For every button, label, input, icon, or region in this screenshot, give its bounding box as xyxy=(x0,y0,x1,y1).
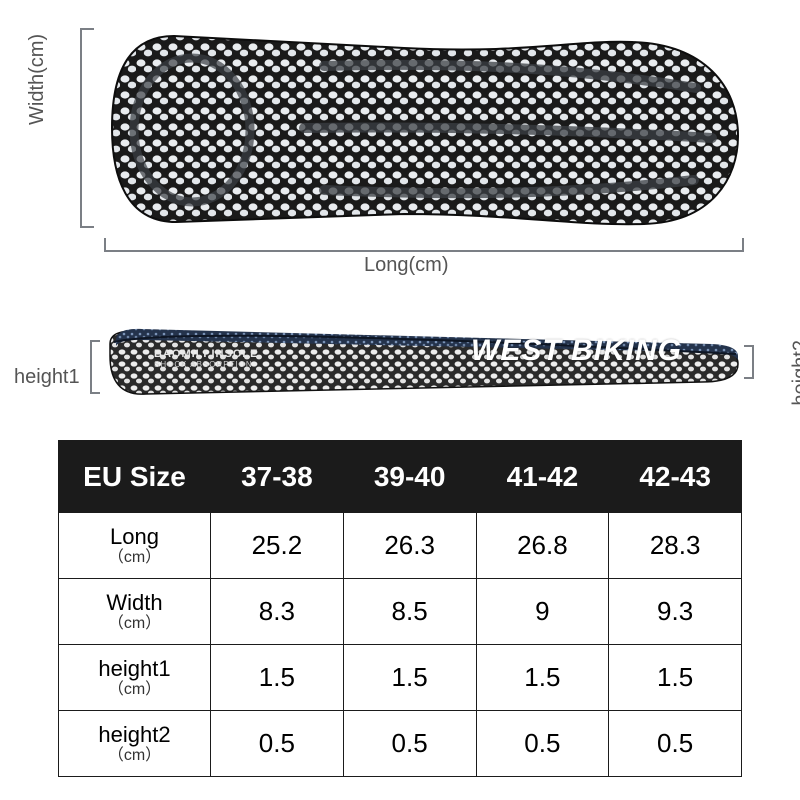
th-col-3: 41-42 xyxy=(476,441,609,513)
th-col-2: 39-40 xyxy=(343,441,476,513)
table-cell: 26.3 xyxy=(343,513,476,579)
size-table: EU Size 37-38 39-40 41-42 42-43 Long（cm）… xyxy=(58,440,742,777)
table-header-row: EU Size 37-38 39-40 41-42 42-43 xyxy=(59,441,742,513)
top-view-region: Width(cm) Long(cm) xyxy=(34,20,764,280)
th-col-4: 42-43 xyxy=(609,441,742,513)
table-row: Long（cm）25.226.326.828.3 xyxy=(59,513,742,579)
table-cell: 8.5 xyxy=(343,579,476,645)
table-cell: 0.5 xyxy=(609,711,742,777)
brand-subtext-2: SHOCK ABSORPTION xyxy=(154,360,253,369)
table-cell: 0.5 xyxy=(211,711,344,777)
table-cell: 1.5 xyxy=(343,645,476,711)
side-view-region: height1 WEST BIKING BAOM xyxy=(34,300,764,420)
height1-bracket xyxy=(90,340,100,394)
brand-subtext: BAOMILI INSOLE xyxy=(154,348,258,360)
row-label: height2（cm） xyxy=(59,711,211,777)
table-cell: 9.3 xyxy=(609,579,742,645)
table-cell: 0.5 xyxy=(343,711,476,777)
row-label: Width（cm） xyxy=(59,579,211,645)
long-label: Long(cm) xyxy=(364,254,448,277)
table-body: Long（cm）25.226.326.828.3Width（cm）8.38.59… xyxy=(59,513,742,777)
th-eusize: EU Size xyxy=(59,441,211,513)
table-cell: 1.5 xyxy=(211,645,344,711)
table-cell: 8.3 xyxy=(211,579,344,645)
table-cell: 26.8 xyxy=(476,513,609,579)
brand-logo-text: WEST BIKING xyxy=(471,334,682,368)
table-cell: 28.3 xyxy=(609,513,742,579)
width-label: Width(cm) xyxy=(26,34,49,125)
height2-label: height2 xyxy=(790,340,800,406)
insole-top-image xyxy=(104,26,744,231)
long-bracket xyxy=(104,238,744,252)
height2-bracket xyxy=(744,345,754,379)
table-row: Width（cm）8.38.599.3 xyxy=(59,579,742,645)
row-label: height1（cm） xyxy=(59,645,211,711)
table-cell: 25.2 xyxy=(211,513,344,579)
table-cell: 9 xyxy=(476,579,609,645)
width-bracket xyxy=(80,28,94,228)
table-row: height1（cm）1.51.51.51.5 xyxy=(59,645,742,711)
row-label: Long（cm） xyxy=(59,513,211,579)
table-cell: 0.5 xyxy=(476,711,609,777)
table-cell: 1.5 xyxy=(476,645,609,711)
height1-label: height1 xyxy=(14,366,80,389)
table-row: height2（cm）0.50.50.50.5 xyxy=(59,711,742,777)
table-cell: 1.5 xyxy=(609,645,742,711)
th-col-1: 37-38 xyxy=(211,441,344,513)
